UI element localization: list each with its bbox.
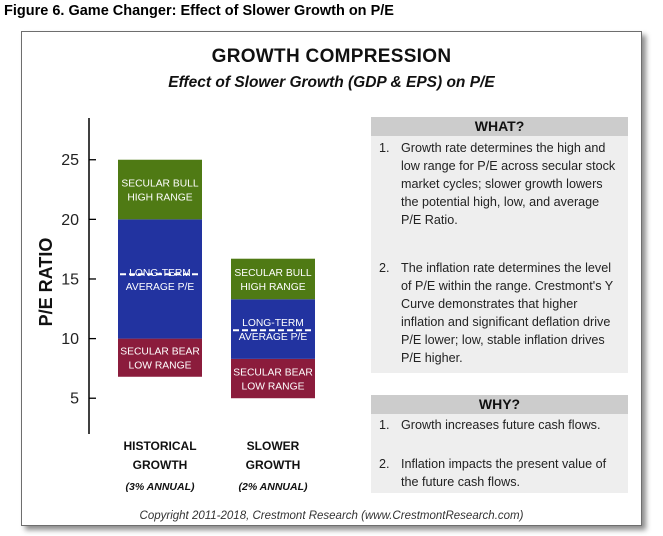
chart-title: GROWTH COMPRESSION <box>211 46 452 67</box>
bar-2-category-label: (2% ANNUAL) <box>238 481 308 493</box>
why-item-1-text: Growth increases future cash flows. <box>401 418 601 432</box>
bar-2-average-segment <box>231 299 315 359</box>
bar-2-average-label: LONG-TERM <box>242 318 304 329</box>
chart-frame: GROWTH COMPRESSION Effect of Slower Grow… <box>21 31 642 526</box>
bar-2-low-segment <box>231 358 315 399</box>
copyright-text: Copyright 2011-2018, Crestmont Research … <box>139 510 524 522</box>
bar-1-average-label: AVERAGE P/E <box>126 282 195 293</box>
y-tick-label-20: 20 <box>61 212 79 229</box>
pe-range-chart: 5 10 15 20 25 P/E RATIO SECULAR BEAR LOW RANGE L… <box>36 118 315 493</box>
why-item-1-number: 1. <box>379 418 390 432</box>
why-panel: WHY? 1. Growth increases future cash flo… <box>371 395 628 493</box>
what-panel: WHAT? 1. Growth rate determines the high… <box>371 117 628 373</box>
bar-2-low-label: SECULAR BEAR <box>233 368 313 379</box>
bar-1-high-segment <box>118 159 202 220</box>
what-item-1-text: Growth rate determines the high and low … <box>401 141 616 227</box>
y-tick-label-25: 25 <box>61 152 79 169</box>
y-tick-label-10: 10 <box>61 331 79 348</box>
why-heading: WHY? <box>371 395 628 414</box>
bar-1-category-label: HISTORICAL <box>123 439 196 453</box>
bar-1-high-label: SECULAR BULL <box>121 179 199 190</box>
bar-1-category-label: GROWTH <box>133 458 188 472</box>
why-item-2-text: Inflation impacts the present value of t… <box>401 457 607 489</box>
y-tick-label-5: 5 <box>70 391 79 408</box>
bar-1-low-segment <box>118 338 202 377</box>
why-item-2-number: 2. <box>379 457 390 471</box>
bar-2-high-label: SECULAR BULL <box>234 268 312 279</box>
bar-1-category-label: (3% ANNUAL) <box>125 481 195 493</box>
bar-2-high-label: HIGH RANGE <box>240 282 305 293</box>
what-item-1-number: 1. <box>379 141 390 155</box>
bar-2-average-label: AVERAGE P/E <box>239 332 308 343</box>
bar-2-high-segment <box>231 258 315 300</box>
bar-2-category-label: SLOWER <box>247 439 300 453</box>
bar-1-average-segment <box>118 219 202 339</box>
bar-2-low-label: LOW RANGE <box>242 382 305 393</box>
y-axis-label: P/E RATIO <box>36 238 56 327</box>
what-heading: WHAT? <box>371 117 628 136</box>
bar-1-high-label: HIGH RANGE <box>127 193 192 204</box>
bar-1-low-label: SECULAR BEAR <box>120 347 200 358</box>
what-item-2-number: 2. <box>379 261 390 275</box>
chart-subtitle: Effect of Slower Growth (GDP & EPS) on P… <box>168 74 495 91</box>
bar-2-category-label: GROWTH <box>246 458 301 472</box>
what-item-2-text: The inflation rate determines the level … <box>401 261 613 365</box>
figure-title: Figure 6. Game Changer: Effect of Slower… <box>4 3 394 19</box>
y-tick-label-15: 15 <box>61 271 79 288</box>
bar-1-low-label: LOW RANGE <box>129 361 192 372</box>
